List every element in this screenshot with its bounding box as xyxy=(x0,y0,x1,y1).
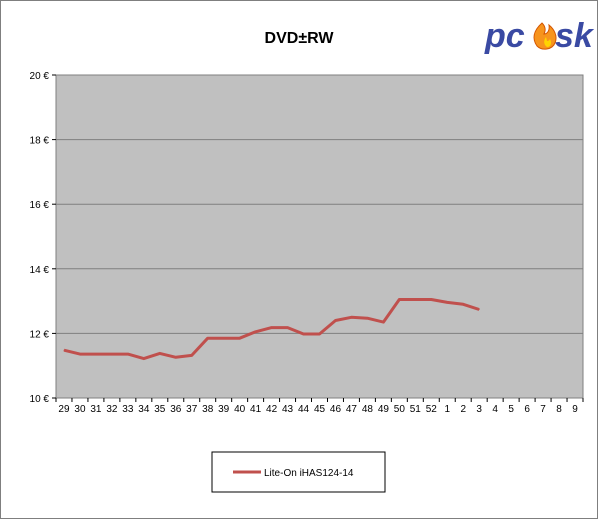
data-point xyxy=(255,331,257,333)
x-tick-label: 8 xyxy=(556,404,562,415)
data-point xyxy=(223,337,225,339)
data-point xyxy=(414,298,416,300)
data-point xyxy=(63,349,65,351)
x-tick-label: 39 xyxy=(218,404,230,415)
flame-icon xyxy=(533,22,557,50)
data-point xyxy=(334,319,336,321)
x-tick-label: 31 xyxy=(90,404,102,415)
x-tick-label: 32 xyxy=(106,404,118,415)
legend: Lite-On iHAS124-14 xyxy=(211,451,386,493)
x-tick-label: 41 xyxy=(250,404,262,415)
y-tick-label: 18 € xyxy=(30,136,50,147)
y-tick-label: 16 € xyxy=(30,200,50,211)
data-point xyxy=(462,303,464,305)
series-layer xyxy=(63,298,480,361)
data-point xyxy=(95,353,97,355)
data-point xyxy=(239,337,241,339)
data-point xyxy=(478,308,480,310)
x-tick-label: 44 xyxy=(298,404,310,415)
x-tick-label: 6 xyxy=(524,404,530,415)
x-tick-label: 3 xyxy=(476,404,482,415)
data-point xyxy=(143,358,145,360)
x-tick-label: 46 xyxy=(330,404,342,415)
data-point xyxy=(430,298,432,300)
x-tick-label: 1 xyxy=(444,404,450,415)
x-tick-label: 45 xyxy=(314,404,326,415)
logo-text-sk: sk xyxy=(555,17,595,55)
x-tick-label: 49 xyxy=(378,404,390,415)
x-tick-label: 2 xyxy=(460,404,466,415)
data-point xyxy=(79,353,81,355)
data-point xyxy=(175,356,177,358)
x-tick-label: 34 xyxy=(138,404,150,415)
data-point xyxy=(271,327,273,329)
data-point xyxy=(191,354,193,356)
x-tick-label: 40 xyxy=(234,404,246,415)
x-tick-label: 7 xyxy=(540,404,546,415)
x-tick-label: 51 xyxy=(410,404,422,415)
x-tick-label: 30 xyxy=(74,404,86,415)
x-tick-label: 33 xyxy=(122,404,134,415)
chart-title: DVD±RW xyxy=(265,30,335,47)
data-point xyxy=(446,301,448,303)
x-tick-label: 4 xyxy=(492,404,498,415)
y-axis: 10 € 12 € 14 € 16 € 18 € 20 € xyxy=(30,71,56,405)
x-tick-label: 43 xyxy=(282,404,294,415)
data-point xyxy=(398,298,400,300)
plot-area xyxy=(55,74,584,399)
x-tick-label: 38 xyxy=(202,404,214,415)
x-tick-label: 42 xyxy=(266,404,278,415)
x-tick-label: 29 xyxy=(58,404,70,415)
x-tick-label: 35 xyxy=(154,404,166,415)
x-tick-label: 47 xyxy=(346,404,358,415)
data-point xyxy=(350,316,352,318)
data-point xyxy=(287,327,289,329)
pcsk-logo: pc sk xyxy=(484,17,595,55)
x-tick-label: 48 xyxy=(362,404,374,415)
y-tick-label: 12 € xyxy=(30,329,50,340)
data-point xyxy=(366,317,368,319)
data-point xyxy=(159,352,161,354)
x-axis: 29 30 31 32 33 34 35 36 37 38 39 40 41 42 43 44 45 46 47 48… xyxy=(55,398,584,415)
x-tick-label: 5 xyxy=(508,404,514,415)
x-tick-label: 37 xyxy=(186,404,198,415)
data-point xyxy=(382,321,384,323)
x-tick-label: 9 xyxy=(572,404,578,415)
data-point xyxy=(303,333,305,335)
legend-label: Lite-On iHAS124-14 xyxy=(264,468,354,479)
x-tick-label: 36 xyxy=(170,404,182,415)
x-tick-label: 52 xyxy=(426,404,438,415)
data-point xyxy=(127,353,129,355)
x-tick-label: 50 xyxy=(394,404,406,415)
data-point xyxy=(111,353,113,355)
y-tick-label: 14 € xyxy=(30,265,50,276)
y-tick-label: 10 € xyxy=(30,394,50,405)
logo-text-pc: pc xyxy=(484,17,525,55)
data-point xyxy=(319,333,320,335)
y-tick-label: 20 € xyxy=(30,71,50,82)
data-point xyxy=(207,337,209,339)
